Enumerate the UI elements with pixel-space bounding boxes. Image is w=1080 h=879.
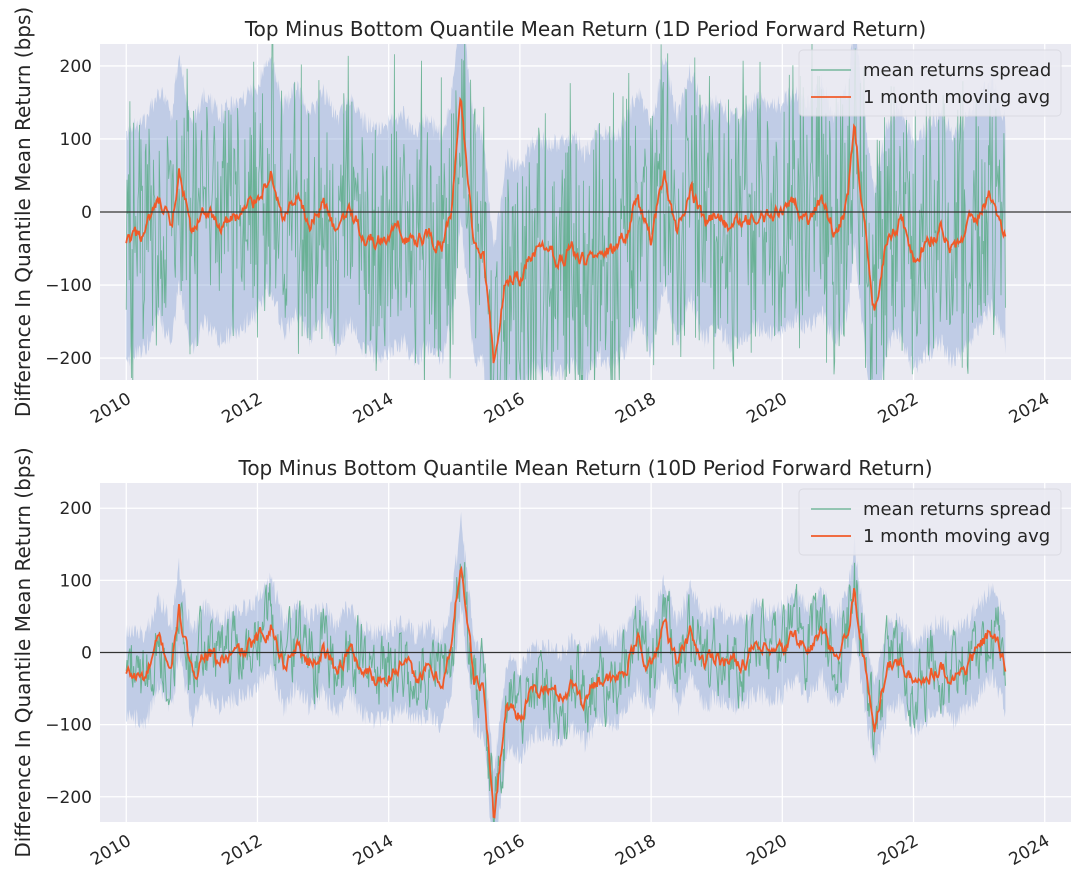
chart-10d-xtick-label: 2024: [1006, 831, 1053, 870]
chart-10d-spread-band: [126, 511, 1006, 822]
chart-1d-xtick-label: 2022: [875, 389, 922, 428]
chart-10d-xtick-label: 2022: [875, 831, 922, 870]
chart-1d-spread-line: [125, 44, 1006, 380]
chart-1d-ytick-label: 200: [60, 57, 92, 77]
chart-1d-moving-avg-line: [125, 96, 1007, 364]
chart-1d-ytick-label: 100: [60, 130, 92, 150]
chart-10d-ytick-label: 100: [60, 571, 92, 591]
chart-1d-legend-spread: mean returns spread: [863, 60, 1051, 81]
chart-10d-legend-avg: 1 month moving avg: [863, 526, 1050, 547]
chart-10d-legend-spread: mean returns spread: [863, 499, 1051, 520]
chart-10d-moving-avg-line: [125, 565, 1007, 819]
chart-1d-legend-box: [798, 49, 1062, 117]
chart-1d-xtick-label: 2018: [612, 389, 659, 428]
chart-1d-xtick-label: 2016: [481, 389, 528, 428]
chart-1d-xtick-label: 2014: [350, 389, 397, 428]
chart-1d-xtick-label: 2020: [743, 389, 790, 428]
chart-1d-legend-avg: 1 month moving avg: [863, 87, 1050, 108]
chart-1d-ylabel: Difference In Quantile Mean Return (bps): [11, 7, 35, 417]
chart-10d-ytick-label: 0: [81, 644, 92, 664]
chart-1d-xtick-label: 2012: [218, 389, 265, 428]
chart-1d-ytick-label: 0: [81, 203, 92, 223]
chart-1d-ytick-label: −200: [45, 349, 92, 369]
chart-10d-xtick-label: 2016: [481, 831, 528, 870]
chart-10d-xtick-label: 2010: [87, 831, 134, 870]
chart-1d-title: Top Minus Bottom Quantile Mean Return (1…: [244, 17, 926, 41]
chart-10d-series-group: [125, 511, 1007, 822]
chart-10d-panel: 200 100 0 −100 −200 2010 2012 2014 2016 2018 2020 2…: [11, 447, 1071, 870]
chart-10d-ytick-label: −200: [45, 788, 92, 808]
chart-1d-xtick-label: 2010: [87, 389, 134, 428]
chart-1d-ytick-label: −100: [45, 276, 92, 296]
chart-10d-xtick-label: 2018: [612, 831, 659, 870]
chart-1d-xtick-label: 2024: [1006, 389, 1053, 428]
chart-10d-xtick-label: 2012: [218, 831, 265, 870]
chart-10d-ytick-label: −100: [45, 716, 92, 736]
chart-10d-xtick-label: 2020: [743, 831, 790, 870]
chart-10d-ylabel: Difference In Quantile Mean Return (bps): [11, 447, 35, 857]
chart-10d-title: Top Minus Bottom Quantile Mean Return (1…: [238, 456, 933, 480]
chart-1d-panel: 200 100 0 −100 −200 2010 2012 2014 2016 2018 2020 2…: [11, 7, 1071, 428]
chart-10d-ytick-label: 200: [60, 499, 92, 519]
chart-10d-xtick-label: 2014: [350, 831, 397, 870]
chart-10d-legend-box: [798, 488, 1062, 556]
